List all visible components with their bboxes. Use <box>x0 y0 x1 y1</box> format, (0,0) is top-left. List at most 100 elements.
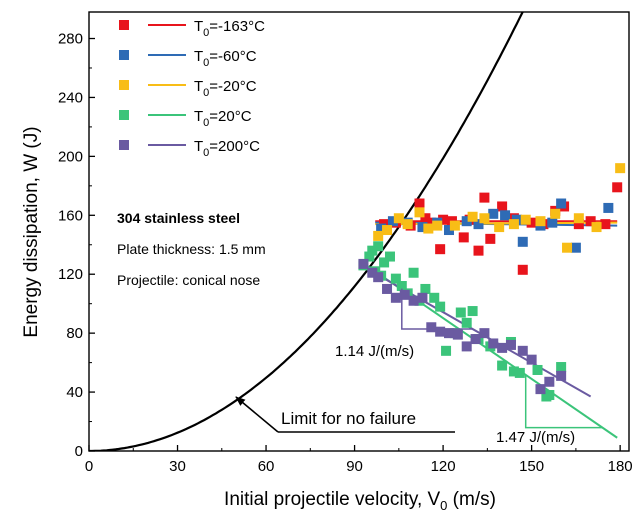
data-point <box>479 213 490 224</box>
material-label: 304 stainless steel <box>117 210 240 226</box>
legend-label-rest: =-60°C <box>209 48 256 65</box>
data-point <box>479 192 490 203</box>
legend-label: T0=-20°C <box>194 78 257 99</box>
legend-label: T0=-60°C <box>194 48 257 69</box>
slope-label-200c: 1.14 J/(m/s) <box>335 343 414 360</box>
data-point <box>373 272 384 283</box>
data-point <box>497 201 508 212</box>
data-point <box>408 267 419 278</box>
legend-label-rest: =-163°C <box>209 18 265 35</box>
data-point <box>373 230 384 241</box>
legend-marker <box>119 140 129 150</box>
data-point <box>494 222 505 233</box>
limit-arrow <box>235 396 279 433</box>
thickness-label: Plate thickness: 1.5 mm <box>117 241 266 257</box>
legend-label: T0=-163°C <box>194 18 265 39</box>
data-point <box>390 273 401 284</box>
legend-label-rest: =200°C <box>209 138 260 155</box>
data-point <box>532 364 543 375</box>
data-point <box>420 283 431 294</box>
data-point <box>467 211 478 222</box>
legend-label-main: T <box>194 108 203 125</box>
x-axis-label: Initial projectile velocity, V0 (m/s) <box>224 489 496 513</box>
y-tick-label: 120 <box>58 266 83 283</box>
legend-label: T0=20°C <box>194 108 252 129</box>
data-point <box>435 244 446 255</box>
data-point <box>417 222 428 233</box>
y-tick-label: 280 <box>58 31 83 48</box>
data-point <box>435 301 446 312</box>
x-tick-label: 180 <box>608 458 633 475</box>
slope-triangle <box>524 374 603 429</box>
y-tick-label: 80 <box>66 325 83 342</box>
legend-label-sub: 0 <box>203 27 209 39</box>
data-point <box>429 292 440 303</box>
legend-label: T0=200°C <box>194 138 260 159</box>
legend-label-rest: =20°C <box>209 108 251 125</box>
data-point <box>399 289 410 300</box>
data-point <box>470 334 481 345</box>
legend-marker <box>119 110 129 120</box>
data-point <box>449 220 460 231</box>
data-point <box>535 216 546 227</box>
x-tick-label: 30 <box>169 458 186 475</box>
data-point <box>517 345 528 356</box>
data-point <box>473 245 484 256</box>
legend-label-main: T <box>194 18 203 35</box>
data-point <box>544 376 555 387</box>
data-point <box>420 213 431 224</box>
data-point <box>514 367 525 378</box>
y-tick-label: 40 <box>66 384 83 401</box>
data-point <box>414 198 425 209</box>
data-point <box>562 242 573 253</box>
data-point <box>367 245 378 256</box>
projectile-label: Projectile: conical nose <box>117 272 260 288</box>
legend-label-sub: 0 <box>203 87 209 99</box>
data-point <box>544 390 555 401</box>
data-point <box>615 163 626 174</box>
data-point <box>438 214 449 225</box>
data-point <box>488 338 499 349</box>
data-point <box>396 281 407 292</box>
data-point <box>517 236 528 247</box>
y-axis-label: Energy dissipation, W (J) <box>21 126 42 337</box>
y-tick-label: 200 <box>58 148 83 165</box>
x-tick-label: 60 <box>258 458 275 475</box>
data-point <box>517 264 528 275</box>
legend: T0=-163°CT0=-60°CT0=-20°CT0=20°CT0=200°C <box>119 18 265 159</box>
data-point <box>455 307 466 318</box>
y-tick-label: 0 <box>75 443 83 460</box>
data-point <box>387 216 398 227</box>
data-point <box>485 233 496 244</box>
data-point <box>367 267 378 278</box>
data-point <box>432 220 443 231</box>
data-point <box>414 207 425 218</box>
data-point <box>376 223 387 234</box>
x-tick-label: 90 <box>346 458 363 475</box>
x-tick-label: 150 <box>519 458 544 475</box>
data-point <box>390 292 401 303</box>
y-axis: 0 40 80 120 160 200 240 280 <box>58 31 95 460</box>
x-tick-label: 120 <box>431 458 456 475</box>
data-markers <box>358 163 626 402</box>
data-point <box>461 341 472 352</box>
slope-label-20c: 1.47 J/(m/s) <box>496 429 575 446</box>
legend-label-sub: 0 <box>203 117 209 129</box>
data-point <box>570 242 581 253</box>
data-point <box>393 213 404 224</box>
data-point <box>444 225 454 236</box>
data-point <box>585 216 596 227</box>
data-point <box>573 213 584 224</box>
data-point <box>603 202 614 213</box>
data-point <box>600 219 611 230</box>
data-point <box>556 362 567 373</box>
data-point <box>497 342 508 353</box>
plot-frame <box>88 11 630 452</box>
data-point <box>547 217 558 228</box>
limit-curve <box>89 12 524 451</box>
data-point <box>500 210 511 221</box>
data-point <box>505 339 516 350</box>
data-point <box>408 295 419 306</box>
data-point <box>452 329 463 340</box>
